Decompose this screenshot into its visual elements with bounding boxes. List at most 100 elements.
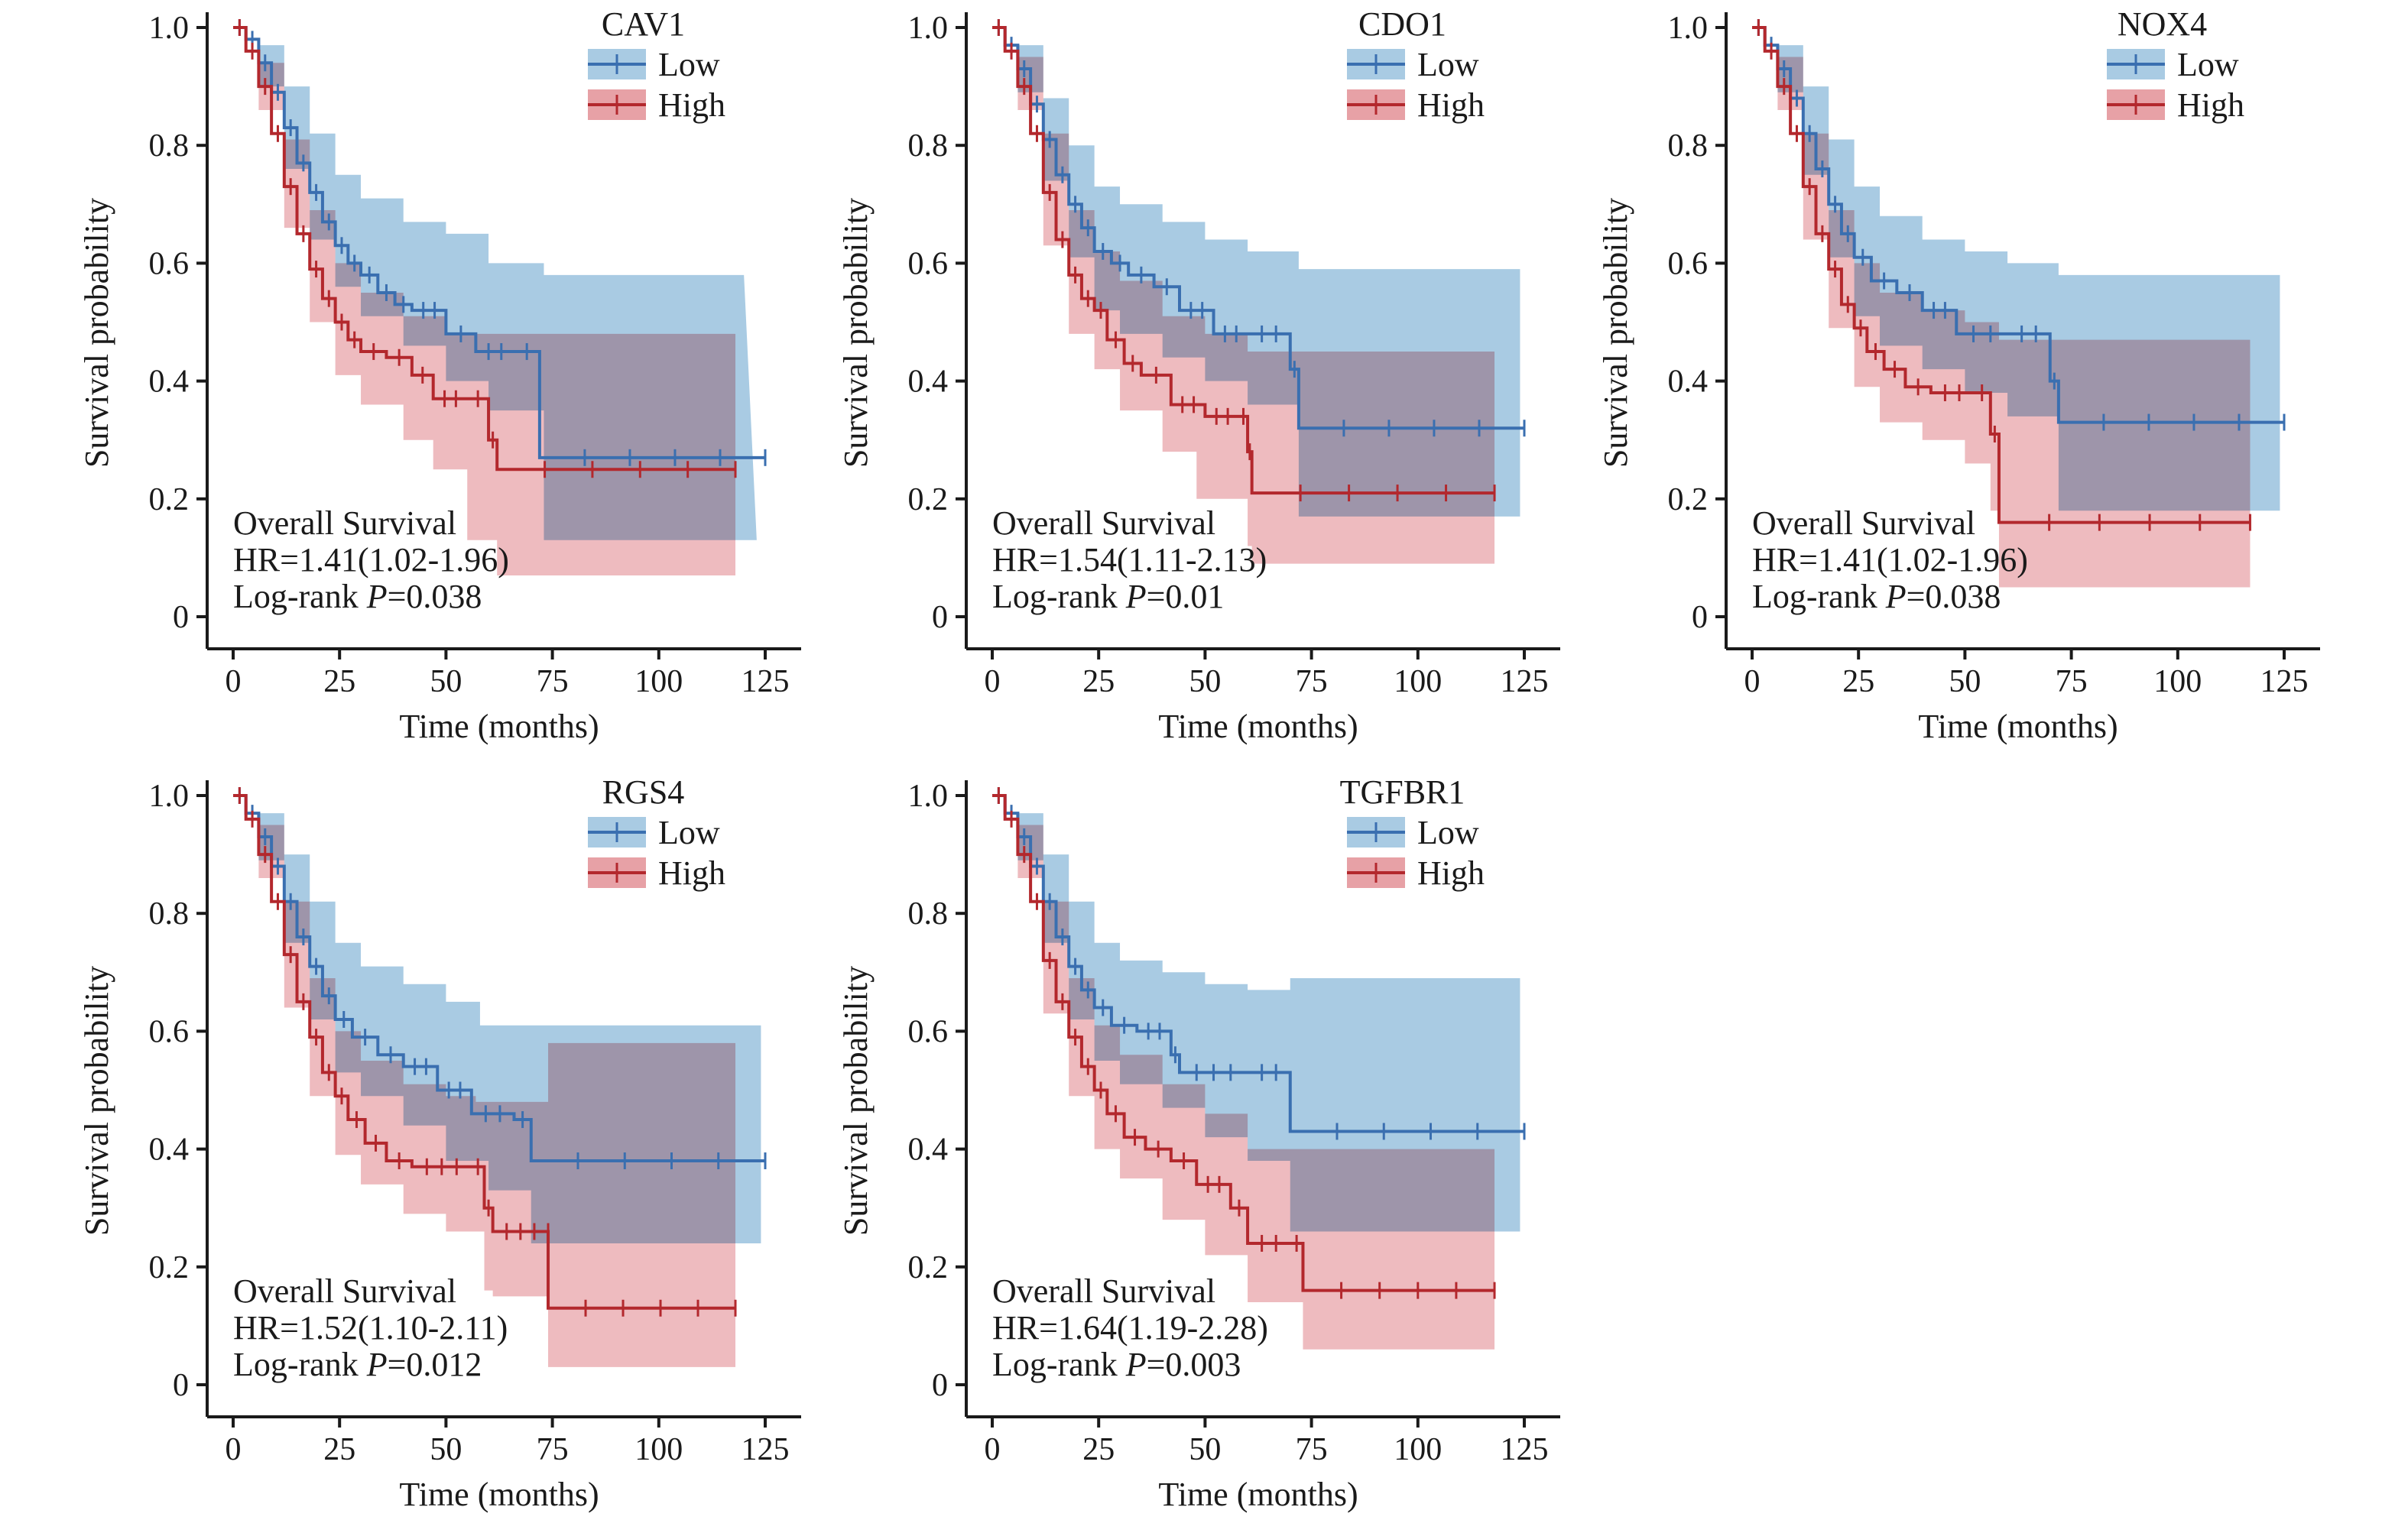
y-tick-label: 0.8	[908, 128, 949, 164]
x-tick-label: 125	[1501, 664, 1549, 699]
y-tick-label: 0.2	[908, 1250, 949, 1285]
y-tick-label: 1.0	[149, 779, 190, 814]
annotation-title: Overall Survival	[233, 504, 456, 542]
x-tick-label: 25	[1082, 1432, 1115, 1467]
x-axis-label: Time (months)	[1158, 1476, 1358, 1513]
km-panel-cdo1: 0 0.2 0.4 0.6 0.8 1.0 0 25 50 75 100 125 Time (month…	[837, 5, 1560, 745]
y-tick-label: 0.4	[908, 365, 949, 400]
legend-label-high: High	[1417, 86, 1485, 124]
km-panel-rgs4: 0 0.2 0.4 0.6 0.8 1.0 0 25 50 75 100 125 Time (month…	[78, 773, 801, 1513]
y-tick-label: 0.4	[149, 1133, 190, 1168]
low-survival-curve	[992, 794, 1524, 1133]
x-axis-label: Time (months)	[1158, 708, 1358, 745]
x-tick-label: 100	[634, 1432, 683, 1467]
x-tick-label: 25	[323, 1432, 355, 1467]
annotation-hr: HR=1.52(1.10-2.11)	[233, 1309, 508, 1347]
y-tick-label: 0.8	[1668, 128, 1709, 164]
panel-title: CAV1	[602, 5, 685, 43]
x-tick-label: 25	[1082, 664, 1115, 699]
annotation-logrank: Log-rank P=0.038	[1752, 578, 2001, 615]
x-tick-label: 100	[634, 664, 683, 699]
x-tick-label: 0	[985, 664, 1001, 699]
low-survival-curve	[233, 794, 765, 1163]
legend-label-high: High	[2177, 86, 2244, 124]
y-tick-label: 0.4	[1668, 365, 1709, 400]
km-panel-cav1: 0 0.2 0.4 0.6 0.8 1.0 0 25 50 75 100 125 Time (month…	[78, 5, 801, 745]
x-tick-label: 125	[1501, 1432, 1549, 1467]
high-confidence-band	[992, 796, 1495, 1350]
x-tick-label: 75	[537, 1432, 569, 1467]
high-survival-curve	[992, 794, 1495, 1292]
x-tick-label: 125	[2260, 664, 2309, 699]
x-tick-label: 100	[1394, 1432, 1442, 1467]
legend-label-high: High	[1417, 854, 1485, 892]
legend-label-high: High	[658, 86, 725, 124]
x-tick-label: 75	[1296, 1432, 1328, 1467]
y-tick-label: 0.6	[149, 1014, 190, 1049]
x-tick-label: 0	[226, 664, 242, 699]
annotation-title: Overall Survival	[992, 1272, 1215, 1310]
panel-title: TGFBR1	[1340, 773, 1465, 811]
km-panel-nox4: 0 0.2 0.4 0.6 0.8 1.0 0 25 50 75 100 125 Time (month…	[1597, 5, 2320, 745]
x-axis-label: Time (months)	[399, 708, 599, 745]
x-tick-label: 75	[537, 664, 569, 699]
y-tick-label: 0	[1692, 600, 1708, 635]
y-tick-label: 0.2	[908, 482, 949, 517]
x-tick-label: 50	[1189, 664, 1221, 699]
annotation-logrank: Log-rank P=0.012	[233, 1346, 482, 1383]
y-axis-label: Survival probability	[78, 966, 115, 1236]
x-tick-label: 0	[1744, 664, 1761, 699]
x-tick-label: 25	[1842, 664, 1874, 699]
annotation-logrank: Log-rank P=0.003	[992, 1346, 1241, 1383]
y-tick-label: 0.8	[149, 896, 190, 932]
high-survival-curve	[233, 794, 736, 1310]
y-tick-label: 0	[173, 600, 189, 635]
y-tick-label: 0	[173, 1368, 189, 1403]
x-tick-label: 25	[323, 664, 355, 699]
x-tick-label: 0	[226, 1432, 242, 1467]
x-tick-label: 50	[1189, 1432, 1221, 1467]
y-tick-label: 0.2	[149, 1250, 190, 1285]
km-panel-tgfbr1: 0 0.2 0.4 0.6 0.8 1.0 0 25 50 75 100 125 Time (month…	[837, 773, 1560, 1513]
y-tick-label: 1.0	[1668, 11, 1709, 46]
x-tick-label: 100	[2153, 664, 2202, 699]
annotation-hr: HR=1.54(1.11-2.13)	[992, 541, 1267, 579]
y-tick-label: 1.0	[908, 779, 949, 814]
legend-label-low: Low	[1417, 814, 1479, 851]
annotation-title: Overall Survival	[992, 504, 1215, 542]
x-tick-label: 50	[430, 1432, 462, 1467]
annotation-hr: HR=1.64(1.19-2.28)	[992, 1309, 1268, 1347]
low-survival-curve	[1752, 26, 2284, 424]
y-tick-label: 0.6	[908, 1014, 949, 1049]
x-tick-label: 125	[742, 664, 790, 699]
legend-label-high: High	[658, 854, 725, 892]
y-tick-label: 0.8	[908, 896, 949, 932]
annotation-title: Overall Survival	[233, 1272, 456, 1310]
high-confidence-band	[233, 796, 736, 1367]
y-tick-label: 0.4	[908, 1133, 949, 1168]
high-survival-curve	[1752, 26, 2251, 524]
y-axis-label: Survival probability	[78, 198, 115, 468]
high-confidence-band	[1752, 28, 2251, 588]
y-tick-label: 1.0	[908, 11, 949, 46]
y-tick-label: 0.2	[1668, 482, 1709, 517]
annotation-logrank: Log-rank P=0.038	[233, 578, 482, 615]
x-tick-label: 100	[1394, 664, 1442, 699]
panel-title: RGS4	[602, 773, 685, 811]
y-tick-label: 0.2	[149, 482, 190, 517]
legend-label-low: Low	[2177, 46, 2239, 83]
high-confidence-band	[233, 28, 736, 576]
x-tick-label: 75	[1296, 664, 1328, 699]
annotation-logrank: Log-rank P=0.01	[992, 578, 1224, 615]
legend-label-low: Low	[1417, 46, 1479, 83]
x-axis-label: Time (months)	[399, 1476, 599, 1513]
legend-label-low: Low	[658, 814, 720, 851]
y-tick-label: 0.4	[149, 365, 190, 400]
low-survival-curve	[233, 26, 765, 459]
y-tick-label: 0.6	[1668, 246, 1709, 281]
x-axis-label: Time (months)	[1918, 708, 2118, 745]
y-tick-label: 0.8	[149, 128, 190, 164]
y-axis-label: Survival probability	[837, 198, 875, 468]
annotation-hr: HR=1.41(1.02-1.96)	[233, 541, 509, 579]
